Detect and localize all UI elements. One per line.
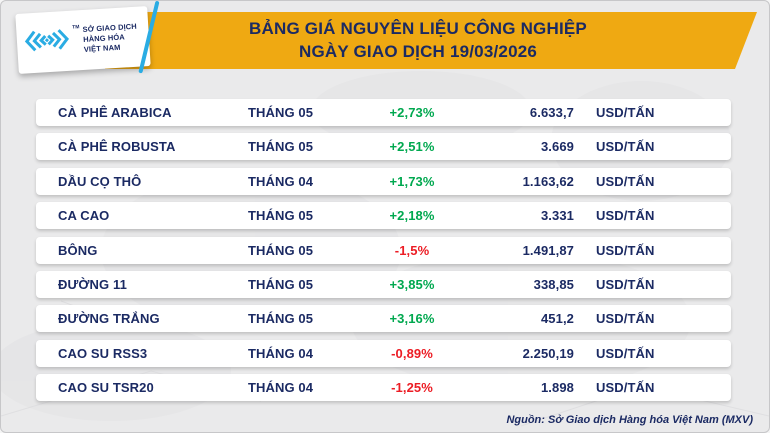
- price-value: 451,2: [540, 311, 574, 327]
- commodity-name: CÀ PHÊ ARABICA: [58, 105, 172, 120]
- percent-change: +3,85%: [389, 276, 435, 292]
- title-banner: BẢNG GIÁ NGUYÊN LIỆU CÔNG NGHIỆP NGÀY GI…: [105, 12, 757, 69]
- price-value: 1.898: [540, 380, 574, 396]
- contract-month: THÁNG 05: [248, 208, 314, 224]
- price-value: 2.250,19: [522, 345, 574, 361]
- commodity-name: CA CAO: [58, 208, 110, 224]
- price-unit: USD/TẤN: [596, 139, 655, 155]
- trading-date: NGÀY GIAO DỊCH 19/03/2026: [298, 41, 538, 61]
- table-row: CÀ PHÊ ROBUSTA THÁNG 05 +2,51% 3.669 USD…: [36, 133, 731, 161]
- price-unit: USD/TẤN: [596, 105, 655, 120]
- price-value: 6.633,7: [529, 105, 574, 120]
- commodity-name: BÔNG: [58, 242, 98, 258]
- table-row: BÔNG THÁNG 05 -1,5% 1.491,87 USD/TẤN: [36, 236, 731, 264]
- price-unit: USD/TẤN: [596, 276, 655, 292]
- percent-change: -1,5%: [394, 242, 430, 258]
- percent-change: +3,16%: [389, 311, 435, 327]
- percent-change: +2,18%: [389, 208, 435, 224]
- price-value: 338,85: [533, 276, 574, 292]
- price-unit: USD/TẤN: [596, 380, 655, 396]
- commodity-name: CÀ PHÊ ROBUSTA: [58, 139, 176, 155]
- table-row: ĐƯỜNG 11 THÁNG 05 +3,85% 338,85 USD/TẤN: [36, 270, 731, 298]
- contract-month: THÁNG 05: [248, 105, 314, 120]
- source-attribution: Nguồn: Sở Giao dịch Hàng hóa Việt Nam (M…: [506, 414, 753, 426]
- commodity-name: ĐƯỜNG TRẮNG: [58, 311, 160, 327]
- percent-change: -1,25%: [391, 380, 433, 396]
- mxv-chevrons-icon: [23, 23, 71, 61]
- percent-change: -0,89%: [391, 345, 433, 361]
- percent-change: +2,51%: [389, 139, 435, 155]
- contract-month: THÁNG 05: [248, 139, 314, 155]
- percent-change: +1,73%: [389, 173, 435, 189]
- price-unit: USD/TẤN: [596, 208, 655, 224]
- table-row: CÀ PHÊ ARABICA THÁNG 05 +2,73% 6.633,7 U…: [36, 99, 731, 126]
- price-value: 1.163,62: [522, 173, 574, 189]
- mxv-org-name: SỞ GIAO DỊCH HÀNG HÓA VIỆT NAM: [82, 22, 138, 55]
- contract-month: THÁNG 04: [248, 345, 314, 361]
- price-unit: USD/TẤN: [596, 345, 655, 361]
- table-row: CA CAO THÁNG 05 +2,18% 3.331 USD/TẤN: [36, 202, 731, 230]
- price-value: 3.669: [540, 139, 574, 155]
- price-unit: USD/TẤN: [596, 311, 655, 327]
- table-row: CAO SU RSS3 THÁNG 04 -0,89% 2.250,19 USD…: [36, 339, 731, 367]
- mxv-logo-card: TM SỞ GIAO DỊCH HÀNG HÓA VIỆT NAM: [15, 1, 159, 74]
- table-row: CAO SU TSR20 THÁNG 04 -1,25% 1.898 USD/T…: [36, 374, 731, 402]
- mxv-org-line3: VIỆT NAM: [83, 42, 121, 54]
- price-table: CÀ PHÊ ARABICA THÁNG 05 +2,73% 6.633,7 U…: [36, 99, 731, 402]
- contract-month: THÁNG 04: [248, 173, 314, 189]
- contract-month: THÁNG 04: [248, 380, 314, 396]
- contract-month: THÁNG 05: [248, 311, 314, 327]
- contract-month: THÁNG 05: [248, 276, 314, 292]
- trademark-mark: TM: [72, 24, 80, 31]
- percent-change: +2,73%: [389, 105, 435, 120]
- table-row: DẦU CỌ THÔ THÁNG 04 +1,73% 1.163,62 USD/…: [36, 167, 731, 195]
- price-unit: USD/TẤN: [596, 242, 655, 258]
- mxv-logo: TM SỞ GIAO DỊCH HÀNG HÓA VIỆT NAM: [15, 1, 159, 74]
- commodity-name: CAO SU TSR20: [58, 380, 154, 396]
- commodity-name: DẦU CỌ THÔ: [58, 173, 142, 189]
- price-value: 3.331: [540, 208, 574, 224]
- contract-month: THÁNG 05: [248, 242, 314, 258]
- price-unit: USD/TẤN: [596, 173, 655, 189]
- commodity-name: ĐƯỜNG 11: [58, 276, 127, 292]
- page-title: BẢNG GIÁ NGUYÊN LIỆU CÔNG NGHIỆP: [249, 19, 587, 39]
- commodity-name: CAO SU RSS3: [58, 345, 148, 361]
- table-row: ĐƯỜNG TRẮNG THÁNG 05 +3,16% 451,2 USD/TẤ…: [36, 305, 731, 333]
- price-value: 1.491,87: [522, 242, 574, 258]
